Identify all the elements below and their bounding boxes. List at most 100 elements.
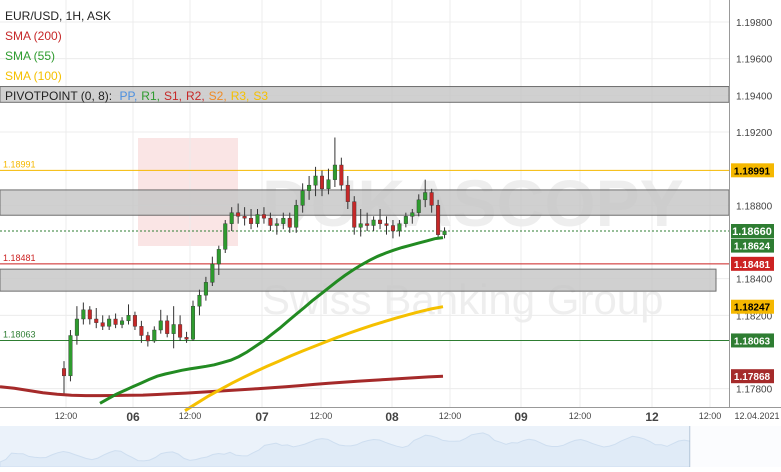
price-tag-bg — [731, 256, 774, 271]
candle-body — [255, 214, 260, 224]
candle-body — [390, 225, 395, 232]
legend-pivot-r1: R1, — [141, 89, 160, 103]
x-tick-label: 12.04.2021 — [734, 411, 779, 421]
candle-body — [113, 318, 118, 325]
x-tick-label: 12:00 — [55, 411, 78, 421]
x-tick-label: 06 — [126, 410, 140, 424]
candle-body — [397, 223, 402, 232]
candle-body — [158, 320, 163, 331]
candle-body — [120, 320, 125, 325]
legend-sma-100[interactable]: SMA (100) — [5, 69, 62, 83]
y-tick-label: 1.17800 — [736, 385, 773, 396]
price-tag-label: 1.18247 — [734, 303, 771, 314]
candle-body — [307, 184, 312, 191]
price-tag-bg — [731, 238, 774, 253]
candle-body — [345, 184, 350, 202]
price-tag-bg — [731, 163, 774, 178]
candle-body — [126, 315, 131, 322]
legend-sma-200[interactable]: SMA (200) — [5, 29, 62, 43]
candle-body — [403, 216, 408, 224]
x-tick-label: 08 — [385, 410, 399, 424]
price-tag-label: 1.18063 — [734, 336, 771, 347]
candle-body — [442, 230, 447, 235]
x-tick-label: 09 — [514, 410, 528, 424]
legend-pivotpoint[interactable]: PIVOTPOINT (0, 8): PP, R1, S1, R2, S2, R3, S3 — [5, 89, 268, 103]
candle-body — [197, 294, 202, 307]
navigator[interactable] — [0, 426, 781, 468]
candle-body — [313, 175, 318, 186]
candle-body — [294, 205, 299, 228]
price-tag-bg — [731, 224, 774, 238]
candle-body — [410, 212, 415, 217]
candle-body — [107, 318, 112, 327]
candle-body — [87, 309, 92, 320]
candle-body — [300, 190, 305, 206]
candle-body — [152, 329, 157, 342]
y-tick-label: 1.18200 — [736, 311, 773, 322]
candle-body — [436, 205, 441, 235]
candle-body — [320, 175, 325, 190]
candle-body — [352, 201, 357, 228]
candle-body — [423, 192, 428, 201]
sma-200-line — [0, 374, 444, 398]
candle-body — [287, 217, 292, 228]
price-tag-label: 1.18660 — [732, 226, 772, 238]
pivot-zones — [0, 86, 730, 292]
candle-body — [429, 192, 434, 206]
candle-body — [210, 263, 215, 283]
candle-body — [281, 217, 286, 224]
price-tag-label: 1.18481 — [734, 260, 771, 271]
candle-body — [81, 309, 86, 320]
y-tick-label: 1.19600 — [736, 55, 773, 66]
candle-body — [145, 335, 150, 342]
pivot-zone — [0, 189, 730, 216]
price-tags: 1.18991 1.18660 1.18624 1.18481 1.18247 1.180… — [731, 163, 774, 384]
candle-body — [132, 315, 137, 327]
price-tag-label: 1.18624 — [734, 242, 771, 253]
legend-pivot-pp: PP, — [119, 89, 137, 103]
candle-body — [236, 212, 241, 217]
x-tick-label: 12:00 — [569, 411, 592, 421]
candle-body — [68, 335, 73, 377]
legend-pivot-s1: S1, — [164, 89, 182, 103]
legend-sma-55[interactable]: SMA (55) — [5, 49, 55, 63]
x-tick-label: 12 — [645, 410, 659, 424]
candle-body — [358, 223, 363, 228]
y-tick-label: 1.19200 — [736, 128, 773, 139]
candle-body — [261, 214, 266, 219]
sma-lines — [0, 236, 444, 412]
candle-body — [62, 368, 67, 377]
candle-body — [242, 216, 247, 219]
candle-body — [416, 199, 421, 213]
sma-100-line — [184, 305, 444, 412]
legend-pivot-r2: R2, — [186, 89, 205, 103]
candle-body — [190, 305, 195, 340]
candle-body — [365, 223, 370, 226]
x-axis-ticks: 12:00 06 12:00 07 12:00 08 12:00 09 12:00 12 12:00… — [55, 410, 780, 424]
candle-body — [339, 164, 344, 186]
x-tick-label: 07 — [255, 410, 269, 424]
candle-body — [139, 326, 144, 336]
x-tick-label: 12:00 — [439, 411, 462, 421]
navigator-scroll-right[interactable] — [690, 426, 781, 467]
navigator-window[interactable] — [0, 426, 690, 467]
candle-body — [184, 337, 189, 340]
price-tag-bg — [731, 369, 774, 384]
candle-body — [100, 322, 105, 327]
x-tick-label: 12:00 — [179, 411, 202, 421]
x-tick-label: 12:00 — [310, 411, 333, 421]
y-tick-label: 1.18400 — [736, 275, 773, 286]
candle-body — [378, 219, 383, 224]
candle-body — [178, 324, 183, 338]
candle-body — [216, 249, 221, 265]
candle-body — [249, 217, 254, 224]
candle-body — [326, 179, 331, 190]
legend-pivot-s3: S3 — [253, 89, 268, 103]
price-tag-bg — [731, 299, 774, 314]
y-axis-ticks: 1.19800 1.19600 1.19400 1.19200 1.18800 1.184… — [736, 18, 773, 396]
x-tick-label: 12:00 — [699, 411, 722, 421]
candle-body — [94, 318, 99, 323]
candle-body — [223, 223, 228, 250]
